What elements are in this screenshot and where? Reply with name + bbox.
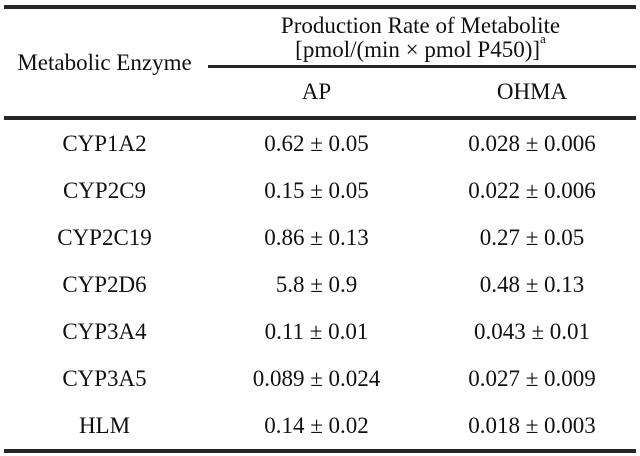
enzyme-cell: CYP3A4 (62, 318, 147, 344)
table-row: CYP1A2 0.62 ± 0.05 0.028 ± 0.006 (4, 120, 636, 167)
table-header: Metabolic Enzyme Production Rate of Meta… (4, 9, 636, 116)
table-row: CYP3A5 0.089 ± 0.024 0.027 ± 0.009 (4, 355, 636, 402)
ohma-value-cell: 0.028 ± 0.006 (468, 130, 596, 156)
span-header-units: [pmol/(min × pmol P450)] (295, 37, 541, 62)
span-header: Production Rate of Metabolite [pmol/(min… (205, 9, 636, 62)
table-row: CYP3A4 0.11 ± 0.01 0.043 ± 0.01 (4, 308, 636, 355)
footnote-marker: a (540, 30, 546, 46)
sub-header-row: AP OHMA (205, 68, 636, 116)
ap-value-cell: 0.15 ± 0.05 (264, 177, 369, 203)
ohma-value-cell: 0.022 ± 0.006 (468, 177, 596, 203)
enzyme-cell: CYP2D6 (62, 271, 147, 297)
table-row: HLM 0.14 ± 0.02 0.018 ± 0.003 (4, 402, 636, 449)
enzyme-cell: CYP3A5 (62, 365, 147, 391)
enzyme-cell: CYP1A2 (62, 130, 147, 156)
table-row: CYP2D6 5.8 ± 0.9 0.48 ± 0.13 (4, 261, 636, 308)
header-body-rule (4, 116, 636, 120)
table-row: CYP2C9 0.15 ± 0.05 0.022 ± 0.006 (4, 167, 636, 214)
ohma-value-cell: 0.48 ± 0.13 (479, 271, 585, 297)
ap-value-cell: 0.62 ± 0.05 (264, 130, 369, 156)
production-rate-column-group: Production Rate of Metabolite [pmol/(min… (205, 9, 636, 116)
ap-value-cell: 5.8 ± 0.9 (275, 271, 358, 297)
ohma-value-cell: 0.018 ± 0.003 (468, 412, 596, 438)
column-header-ap: AP (301, 79, 332, 104)
ap-value-cell: 0.14 ± 0.02 (264, 412, 369, 438)
ap-value-cell: 0.11 ± 0.01 (264, 318, 369, 344)
ap-value-cell: 0.86 ± 0.13 (264, 224, 369, 250)
ohma-value-cell: 0.043 ± 0.01 (473, 318, 591, 344)
enzyme-cell: HLM (78, 412, 131, 438)
column-header-enzyme: Metabolic Enzyme (17, 49, 192, 75)
ohma-value-cell: 0.027 ± 0.009 (468, 365, 596, 391)
bottom-rule (4, 449, 636, 453)
table-row: CYP2C19 0.86 ± 0.13 0.27 ± 0.05 (4, 214, 636, 261)
column-header-ohma: OHMA (496, 79, 568, 104)
enzyme-cell: CYP2C19 (57, 224, 152, 250)
enzyme-cell: CYP2C9 (62, 177, 147, 203)
table-body: CYP1A2 0.62 ± 0.05 0.028 ± 0.006 CYP2C9 … (4, 120, 636, 449)
top-rule (4, 5, 636, 9)
ap-value-cell: 0.089 ± 0.024 (252, 365, 381, 391)
ohma-value-cell: 0.27 ± 0.05 (479, 224, 585, 250)
span-header-title: Production Rate of Metabolite (280, 13, 561, 38)
header-span-rule (208, 65, 636, 68)
